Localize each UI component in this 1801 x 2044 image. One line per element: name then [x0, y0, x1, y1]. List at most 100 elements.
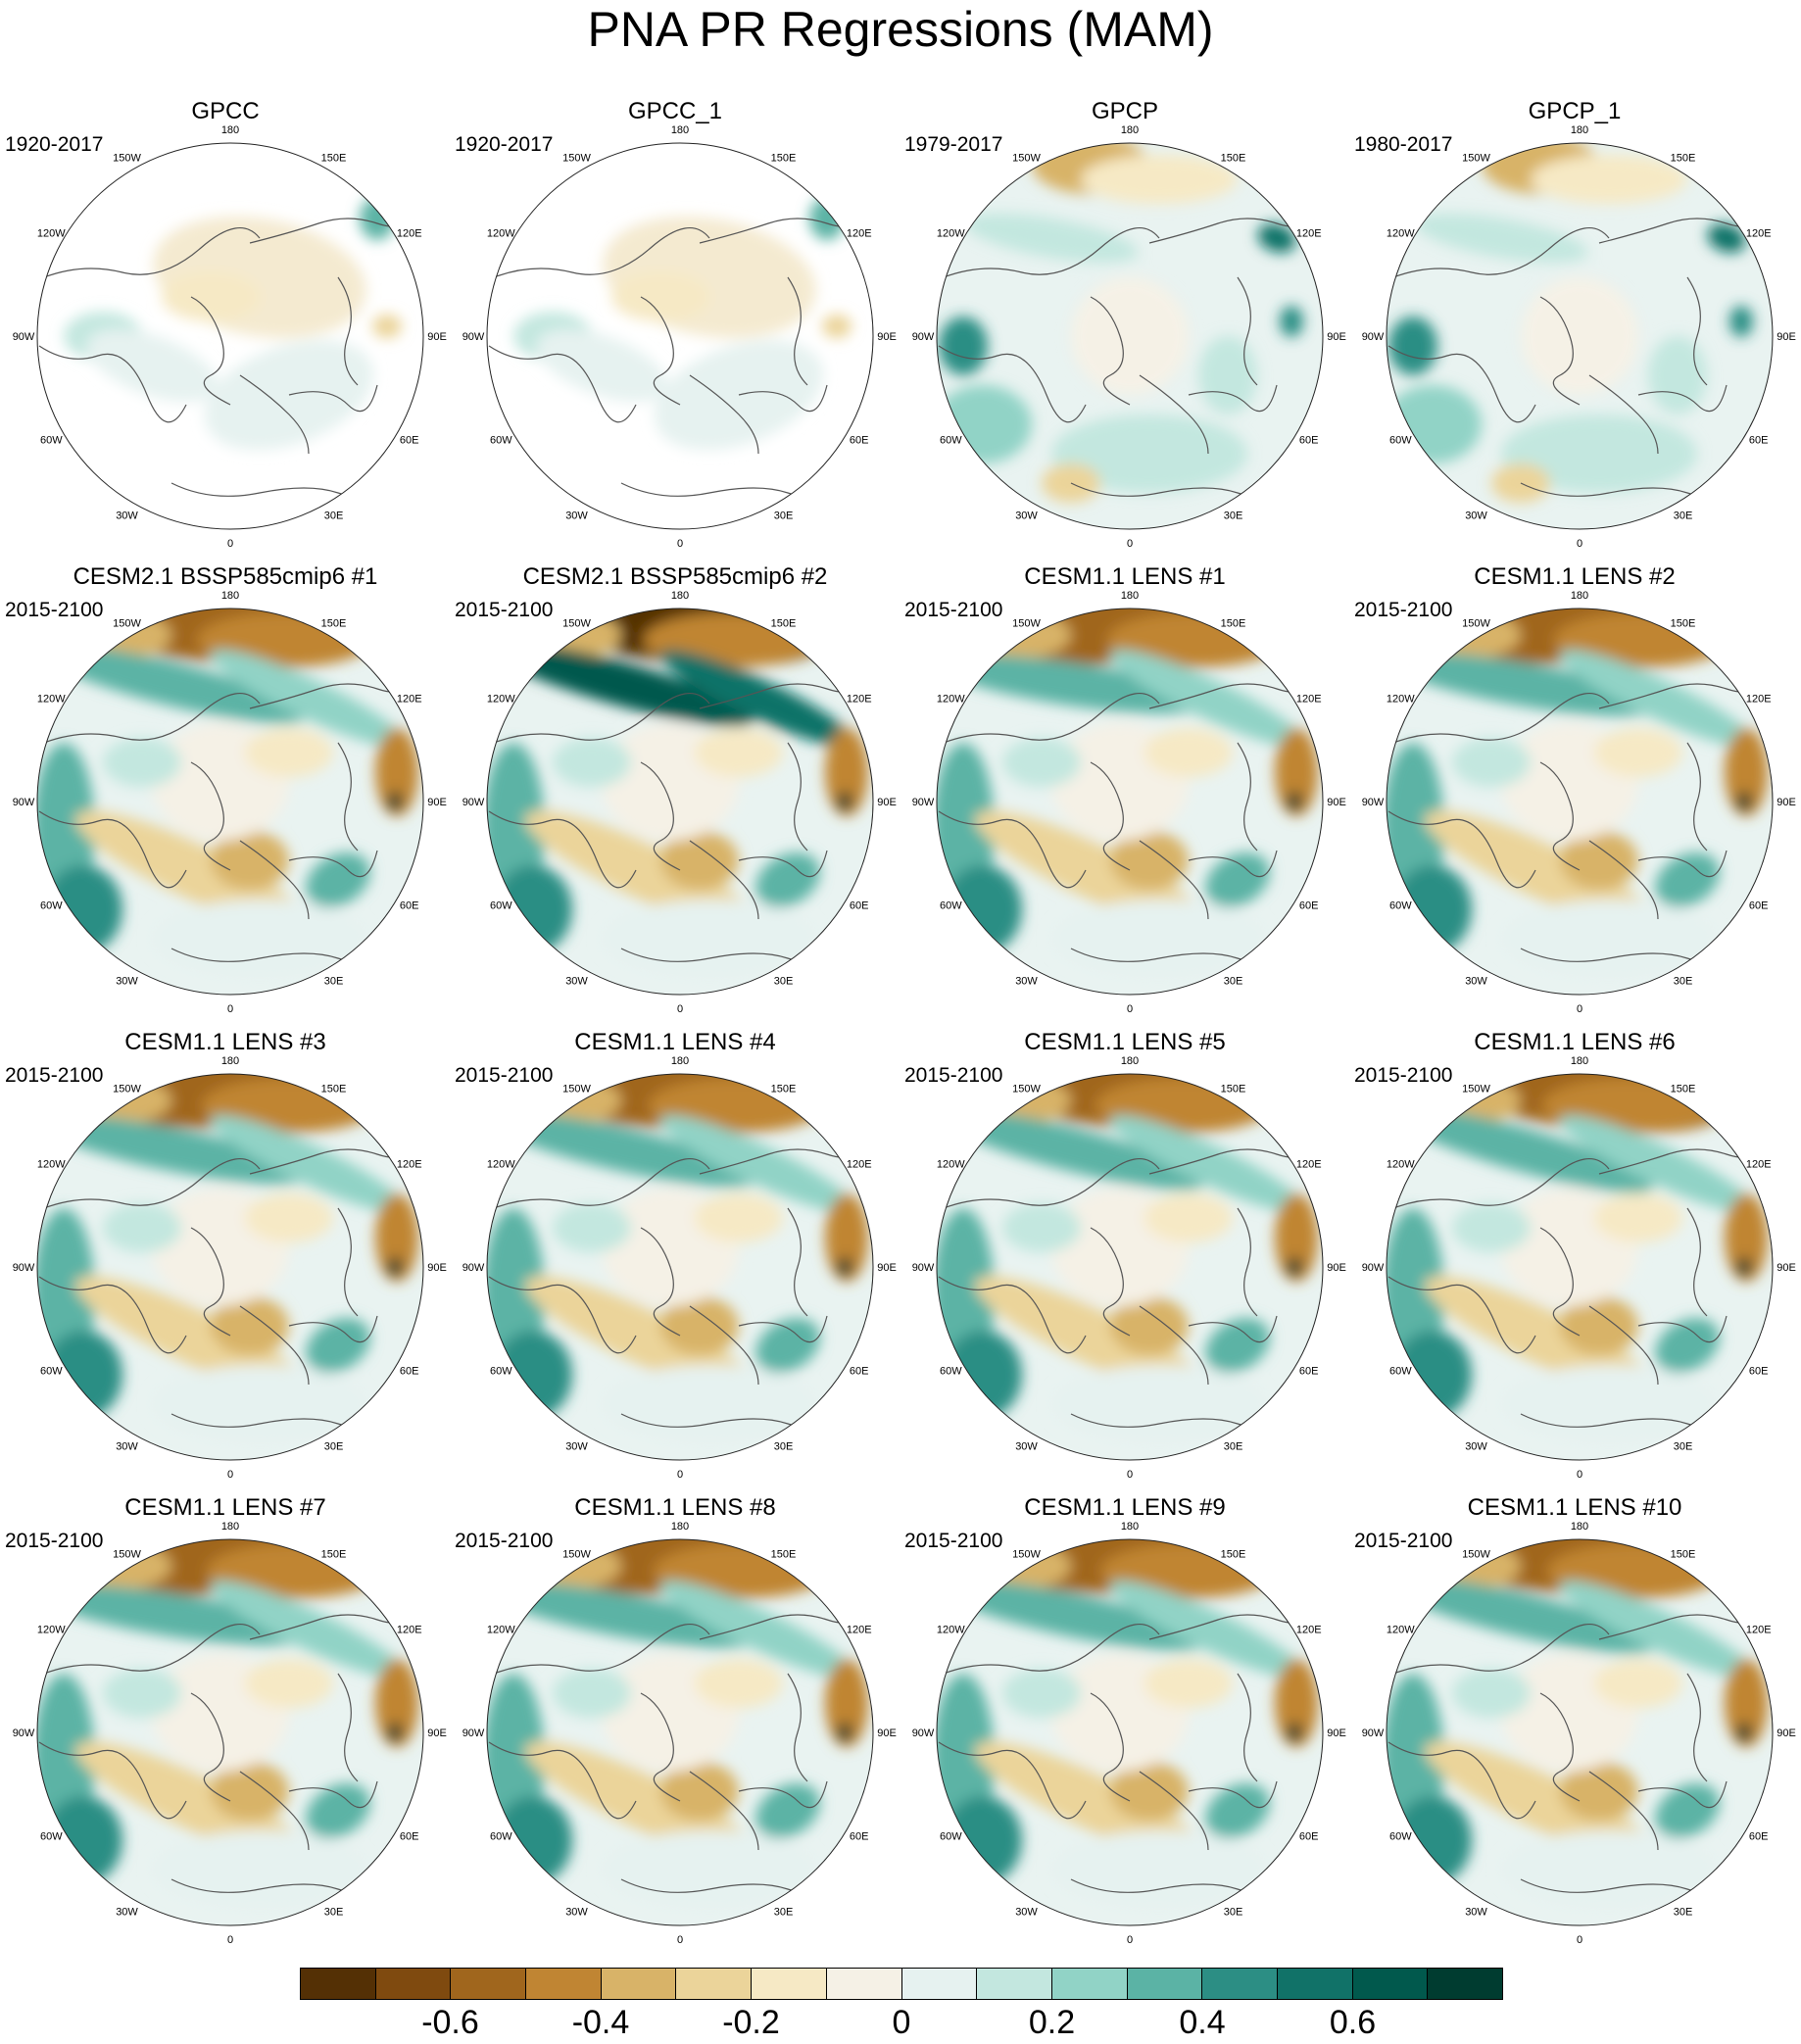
longitude-label: 180 — [221, 1521, 239, 1533]
longitude-label: 150E — [1671, 1083, 1696, 1095]
longitude-label: 90W — [13, 797, 35, 808]
colorbar-label: 0.6 — [1329, 2004, 1377, 2041]
longitude-label: 0 — [1577, 1934, 1582, 1946]
longitude-label: 90E — [1327, 797, 1346, 808]
panel-period: 2015-2100 — [904, 1530, 1003, 1552]
longitude-label: 60E — [400, 1366, 419, 1378]
panel-title: GPCP — [1091, 98, 1158, 124]
longitude-label: 30W — [116, 511, 138, 522]
longitude-label: 30W — [565, 1907, 588, 1919]
longitude-label: 180 — [671, 124, 689, 136]
panel-period: 1920-2017 — [5, 133, 104, 156]
longitude-label: 120E — [1296, 1159, 1322, 1171]
longitude-label: 60E — [850, 1831, 869, 1843]
panel-period: 1920-2017 — [455, 133, 554, 156]
longitude-label: 150E — [1221, 617, 1246, 629]
longitude-label: 60W — [490, 900, 512, 912]
longitude-label: 90W — [462, 1728, 485, 1739]
longitude-label: 180 — [1571, 590, 1588, 602]
colorbar-swatch — [301, 1969, 376, 1999]
longitude-label: 0 — [677, 538, 683, 550]
polar-map: 180 150E 120E 90E 60E 30E 0 30W 60W 90W 120W 150W — [912, 590, 1346, 1015]
polar-map: 180 150E 120E 90E 60E 30E 0 30W 60W 90W 120W 150W — [1362, 1055, 1796, 1481]
longitude-label: 0 — [227, 1469, 233, 1481]
map-panel: GPCC_1 1920-2017 180 150E 120E 90E 60E 30E 0 30W 6… — [450, 98, 900, 559]
longitude-label: 120W — [37, 694, 66, 706]
colorbar-label: 0 — [892, 2004, 911, 2041]
longitude-label: 180 — [221, 124, 239, 136]
map-panel: CESM1.1 LENS #6 2015-2100 180 150E 120E 90E 60… — [1349, 1029, 1800, 1489]
longitude-label: 120W — [937, 1159, 965, 1171]
colorbar-boxes — [300, 1968, 1503, 2000]
map-panel: CESM1.1 LENS #7 2015-2100 180 150E 120E 90E 60… — [0, 1494, 451, 1955]
longitude-label: 0 — [1127, 1469, 1133, 1481]
longitude-label: 30W — [1465, 976, 1487, 988]
longitude-label: 60W — [1389, 900, 1412, 912]
map-panel: CESM2.1 BSSP585cmip6 #1 2015-2100 180 150E 1… — [0, 563, 451, 1024]
longitude-label: 150E — [1671, 617, 1696, 629]
colorbar-swatch — [526, 1969, 602, 1999]
longitude-label: 120E — [1746, 694, 1772, 706]
colorbar-label: -0.6 — [421, 2004, 479, 2041]
longitude-label: 150W — [1462, 617, 1490, 629]
map-panel: CESM1.1 LENS #4 2015-2100 180 150E 120E 90E 60… — [450, 1029, 900, 1489]
longitude-label: 30E — [1224, 1907, 1243, 1919]
longitude-label: 180 — [1121, 1521, 1139, 1533]
longitude-label: 180 — [671, 1055, 689, 1067]
longitude-label: 60E — [1299, 1366, 1319, 1378]
colorbar-swatch — [1202, 1969, 1278, 1999]
longitude-label: 120E — [1296, 228, 1322, 240]
longitude-label: 150W — [1012, 1083, 1041, 1095]
longitude-label: 60W — [1389, 435, 1412, 447]
longitude-label: 30E — [1224, 511, 1243, 522]
longitude-label: 120W — [487, 694, 515, 706]
panel-title: CESM1.1 LENS #7 — [124, 1494, 326, 1521]
longitude-label: 60W — [940, 900, 962, 912]
longitude-label: 150W — [113, 1548, 141, 1560]
longitude-label: 90E — [427, 1728, 447, 1739]
polar-map: 180 150E 120E 90E 60E 30E 0 30W 60W 90W 120W 150W — [912, 1521, 1346, 1946]
colorbar-swatch — [1352, 1969, 1429, 1999]
longitude-label: 0 — [1127, 1934, 1133, 1946]
longitude-label: 60W — [940, 1831, 962, 1843]
longitude-label: 0 — [1577, 1003, 1582, 1015]
longitude-label: 30W — [565, 511, 588, 522]
longitude-label: 30E — [1224, 1441, 1243, 1453]
longitude-label: 60W — [1389, 1831, 1412, 1843]
longitude-label: 180 — [1121, 590, 1139, 602]
panel-title: CESM1.1 LENS #8 — [574, 1494, 776, 1521]
panel-period: 2015-2100 — [1354, 1530, 1453, 1552]
longitude-label: 120W — [37, 1625, 66, 1636]
colorbar-swatch — [752, 1969, 827, 1999]
polar-map: 180 150E 120E 90E 60E 30E 0 30W 60W 90W 120W 150W — [912, 1055, 1346, 1481]
longitude-label: 120W — [487, 1159, 515, 1171]
longitude-label: 90W — [1362, 797, 1385, 808]
longitude-label: 150E — [321, 1083, 347, 1095]
longitude-label: 90W — [13, 1262, 35, 1274]
longitude-label: 60E — [1749, 1831, 1769, 1843]
colorbar-label: -0.2 — [722, 2004, 780, 2041]
longitude-label: 90W — [462, 797, 485, 808]
longitude-label: 180 — [671, 1521, 689, 1533]
longitude-label: 60W — [940, 435, 962, 447]
longitude-label: 150E — [771, 617, 797, 629]
longitude-label: 120W — [1387, 694, 1415, 706]
longitude-label: 120W — [1387, 1625, 1415, 1636]
longitude-label: 0 — [227, 1934, 233, 1946]
longitude-label: 30E — [1674, 1441, 1693, 1453]
longitude-label: 30E — [324, 511, 344, 522]
longitude-label: 150E — [1221, 152, 1246, 164]
longitude-label: 180 — [1121, 1055, 1139, 1067]
longitude-label: 150E — [321, 617, 347, 629]
map-panel: CESM1.1 LENS #2 2015-2100 180 150E 120E 90E 60… — [1349, 563, 1800, 1024]
longitude-label: 120E — [1746, 228, 1772, 240]
longitude-label: 90E — [877, 1728, 897, 1739]
longitude-label: 30E — [774, 976, 794, 988]
longitude-label: 120E — [397, 1625, 422, 1636]
polar-map: 180 150E 120E 90E 60E 30E 0 30W 60W 90W 120W 150W — [462, 1055, 897, 1481]
colorbar-swatch — [1127, 1969, 1203, 1999]
longitude-label: 120E — [397, 228, 422, 240]
longitude-label: 150E — [1671, 1548, 1696, 1560]
longitude-label: 60W — [40, 900, 63, 912]
longitude-label: 30W — [116, 976, 138, 988]
